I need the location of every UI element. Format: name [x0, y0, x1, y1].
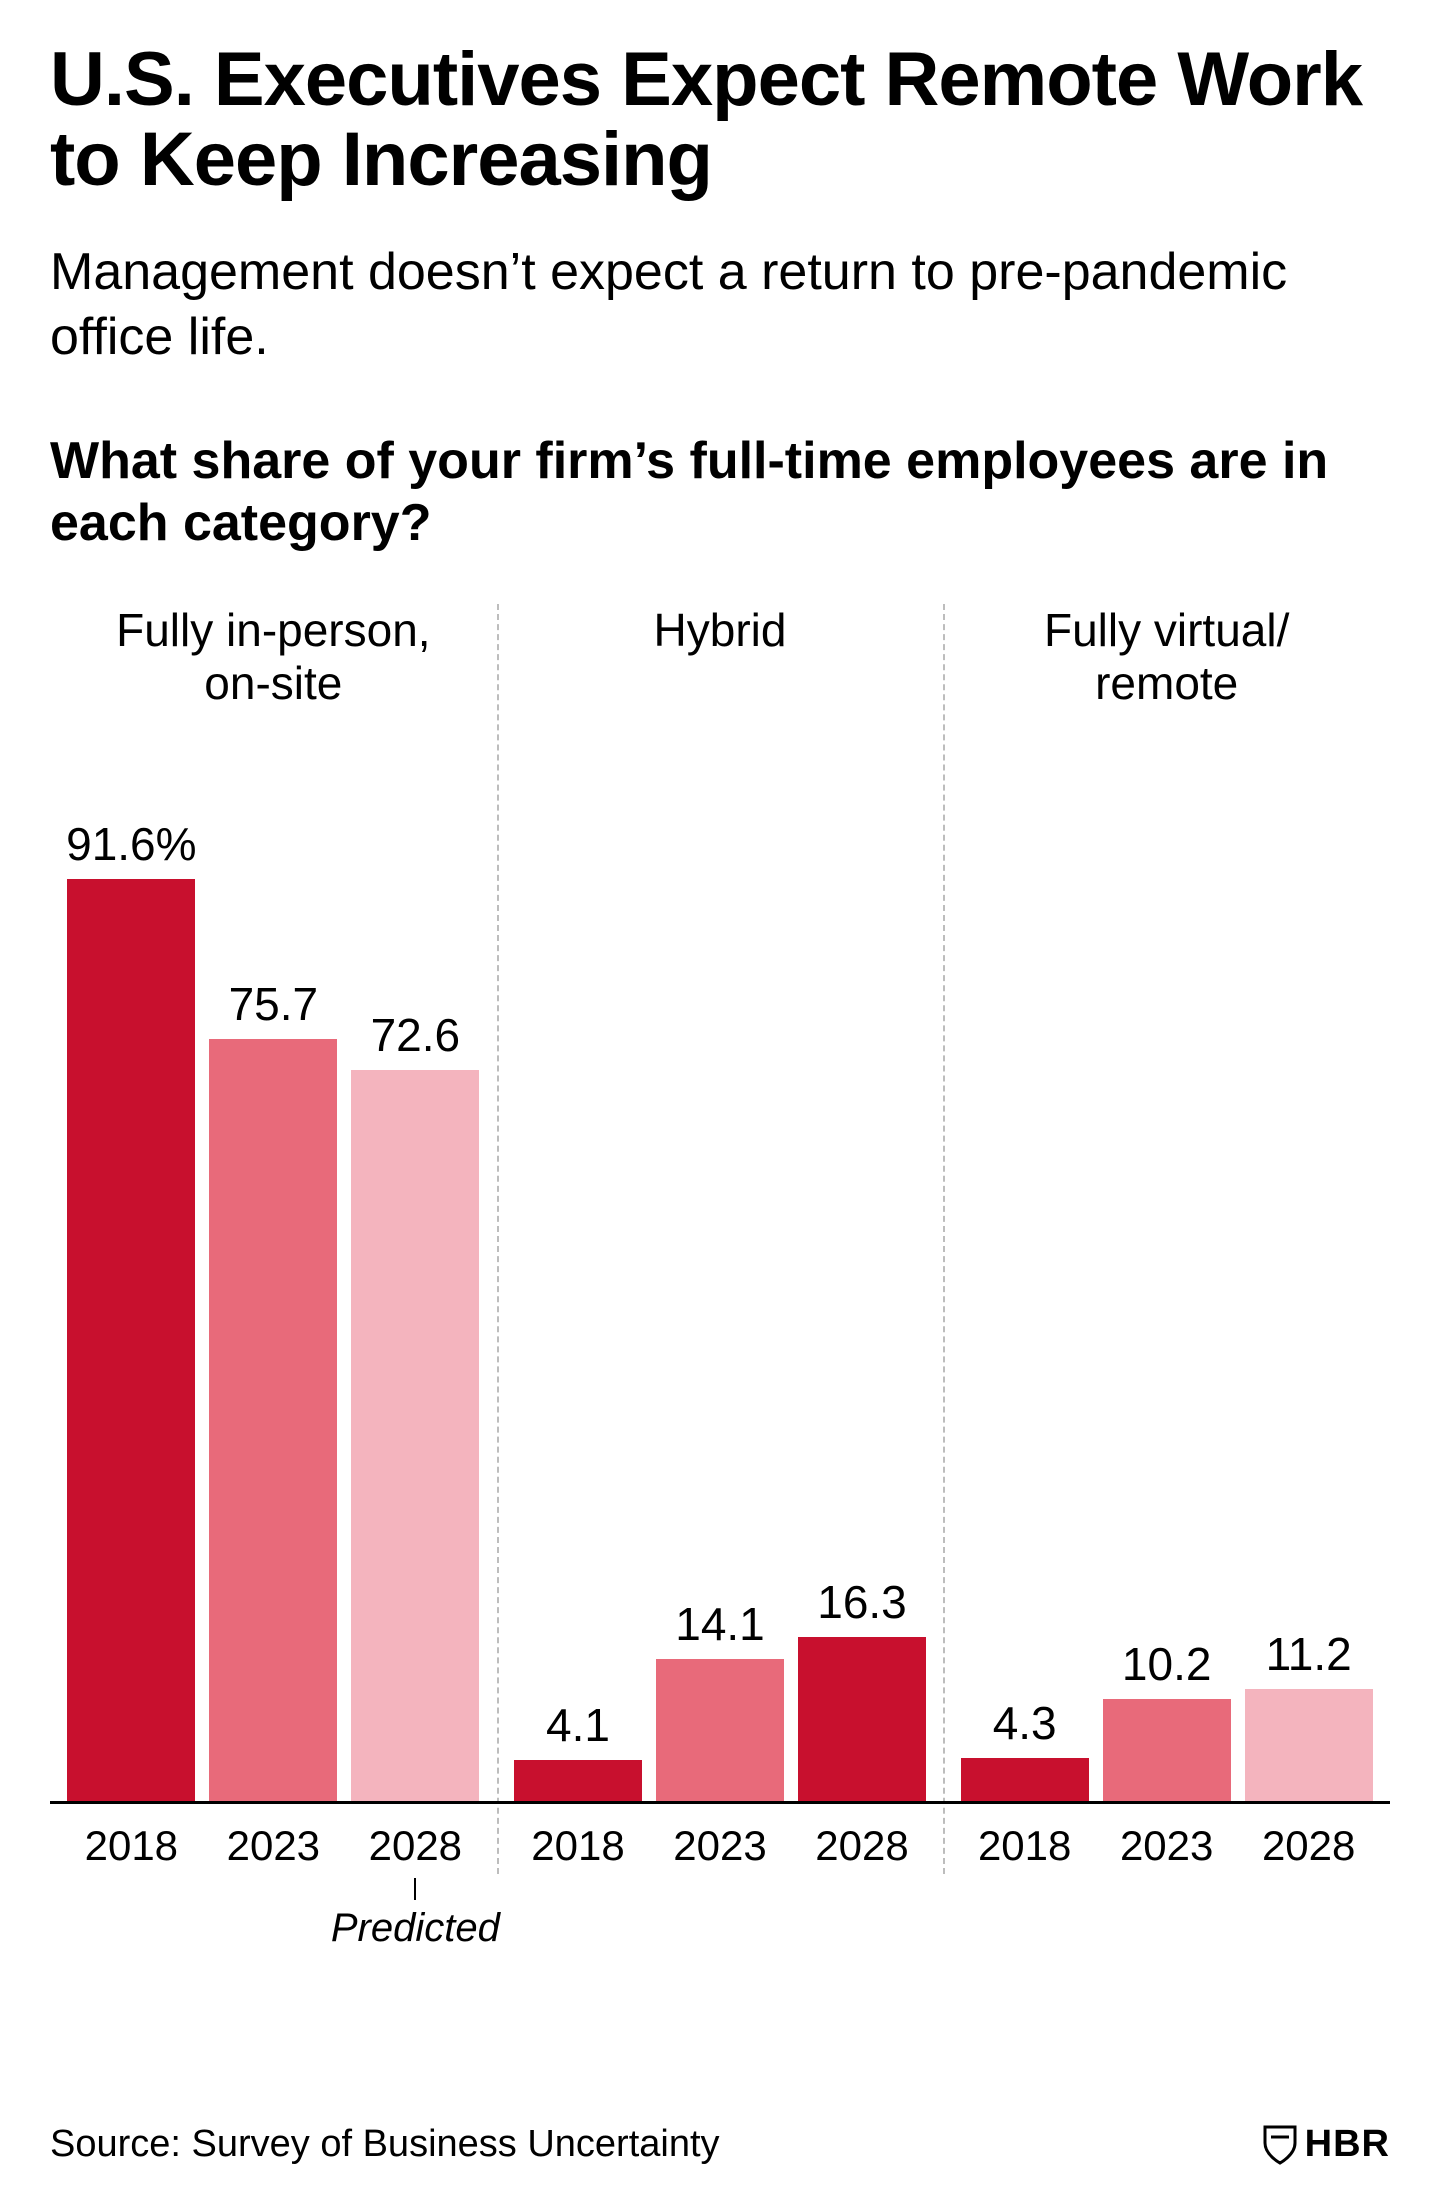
year-tick: 2028	[798, 1822, 926, 1870]
bar	[514, 1760, 642, 1801]
bar	[656, 1659, 784, 1801]
predicted-label: Predicted	[331, 1906, 500, 1950]
bar-value-label: 14.1	[675, 1597, 765, 1651]
bars-group: 4.1 14.1 16.3	[497, 794, 944, 1801]
bar-column: 14.1	[656, 1597, 784, 1801]
bar-column: 16.3	[798, 1575, 926, 1801]
year-tick: 2018	[961, 1822, 1089, 1870]
bar-column: 11.2	[1245, 1627, 1373, 1802]
year-tick: 2018	[67, 1822, 195, 1870]
bar-column: 75.7	[209, 977, 337, 1801]
question-text: What share of your firm’s full-time empl…	[50, 430, 1390, 555]
x-axis-line	[50, 1801, 1390, 1804]
group-label: Fully virtual/remote	[943, 604, 1390, 724]
bar-value-label: 91.6%	[66, 817, 196, 871]
year-tick: 2028	[351, 1822, 479, 1870]
group-label: Hybrid	[497, 604, 944, 724]
footer: Source: Survey of Business Uncertainty H…	[50, 2123, 1390, 2166]
predicted-annotation: Predicted	[315, 1878, 515, 1951]
group-labels-row: Fully in-person,on-siteHybridFully virtu…	[50, 604, 1390, 724]
bar-value-label: 10.2	[1122, 1637, 1212, 1691]
bar-column: 4.1	[514, 1698, 642, 1801]
bar-value-label: 4.3	[993, 1696, 1057, 1750]
bar	[351, 1070, 479, 1801]
bar	[961, 1758, 1089, 1801]
shield-icon	[1263, 2125, 1297, 2165]
bar-value-label: 16.3	[817, 1575, 907, 1629]
page-title: U.S. Executives Expect Remote Work to Ke…	[50, 40, 1390, 200]
year-tick: 2023	[1103, 1822, 1231, 1870]
bar	[67, 879, 195, 1801]
subtitle: Management doesn’t expect a return to pr…	[50, 240, 1390, 370]
hbr-logo-text: HBR	[1305, 2123, 1390, 2166]
source-text: Source: Survey of Business Uncertainty	[50, 2123, 720, 2166]
bar-column: 91.6%	[67, 817, 195, 1801]
year-tick: 2028	[1245, 1822, 1373, 1870]
bars-group: 91.6% 75.7 72.6	[50, 794, 497, 1801]
year-tick: 2023	[209, 1822, 337, 1870]
hbr-logo: HBR	[1263, 2123, 1390, 2166]
bar	[1103, 1699, 1231, 1802]
bar	[209, 1039, 337, 1801]
bar-column: 10.2	[1103, 1637, 1231, 1802]
infographic-container: U.S. Executives Expect Remote Work to Ke…	[0, 0, 1440, 2196]
bars-row: 91.6% 75.7 72.6 4.1 14.1 16.3 4.3 10.2 11.2	[50, 794, 1390, 1801]
bar	[798, 1637, 926, 1801]
xtick-row: 2018 2023 2028 2018 2023 2028 2018 2023 2028	[50, 1822, 1390, 1870]
plot-area: 91.6% 75.7 72.6 4.1 14.1 16.3 4.3 10.2 11.2	[50, 794, 1390, 1804]
chart-area: Fully in-person,on-siteHybridFully virtu…	[50, 604, 1390, 2093]
bar	[1245, 1689, 1373, 1802]
predicted-tick-mark	[414, 1878, 416, 1900]
year-tick: 2018	[514, 1822, 642, 1870]
group-label: Fully in-person,on-site	[50, 604, 497, 724]
bar-value-label: 4.1	[546, 1698, 610, 1752]
bar-value-label: 75.7	[229, 977, 319, 1031]
year-tick: 2023	[656, 1822, 784, 1870]
bar-column: 4.3	[961, 1696, 1089, 1801]
bar-value-label: 72.6	[371, 1008, 461, 1062]
bar-column: 72.6	[351, 1008, 479, 1801]
bar-value-label: 11.2	[1266, 1627, 1352, 1681]
bars-group: 4.3 10.2 11.2	[943, 794, 1390, 1801]
